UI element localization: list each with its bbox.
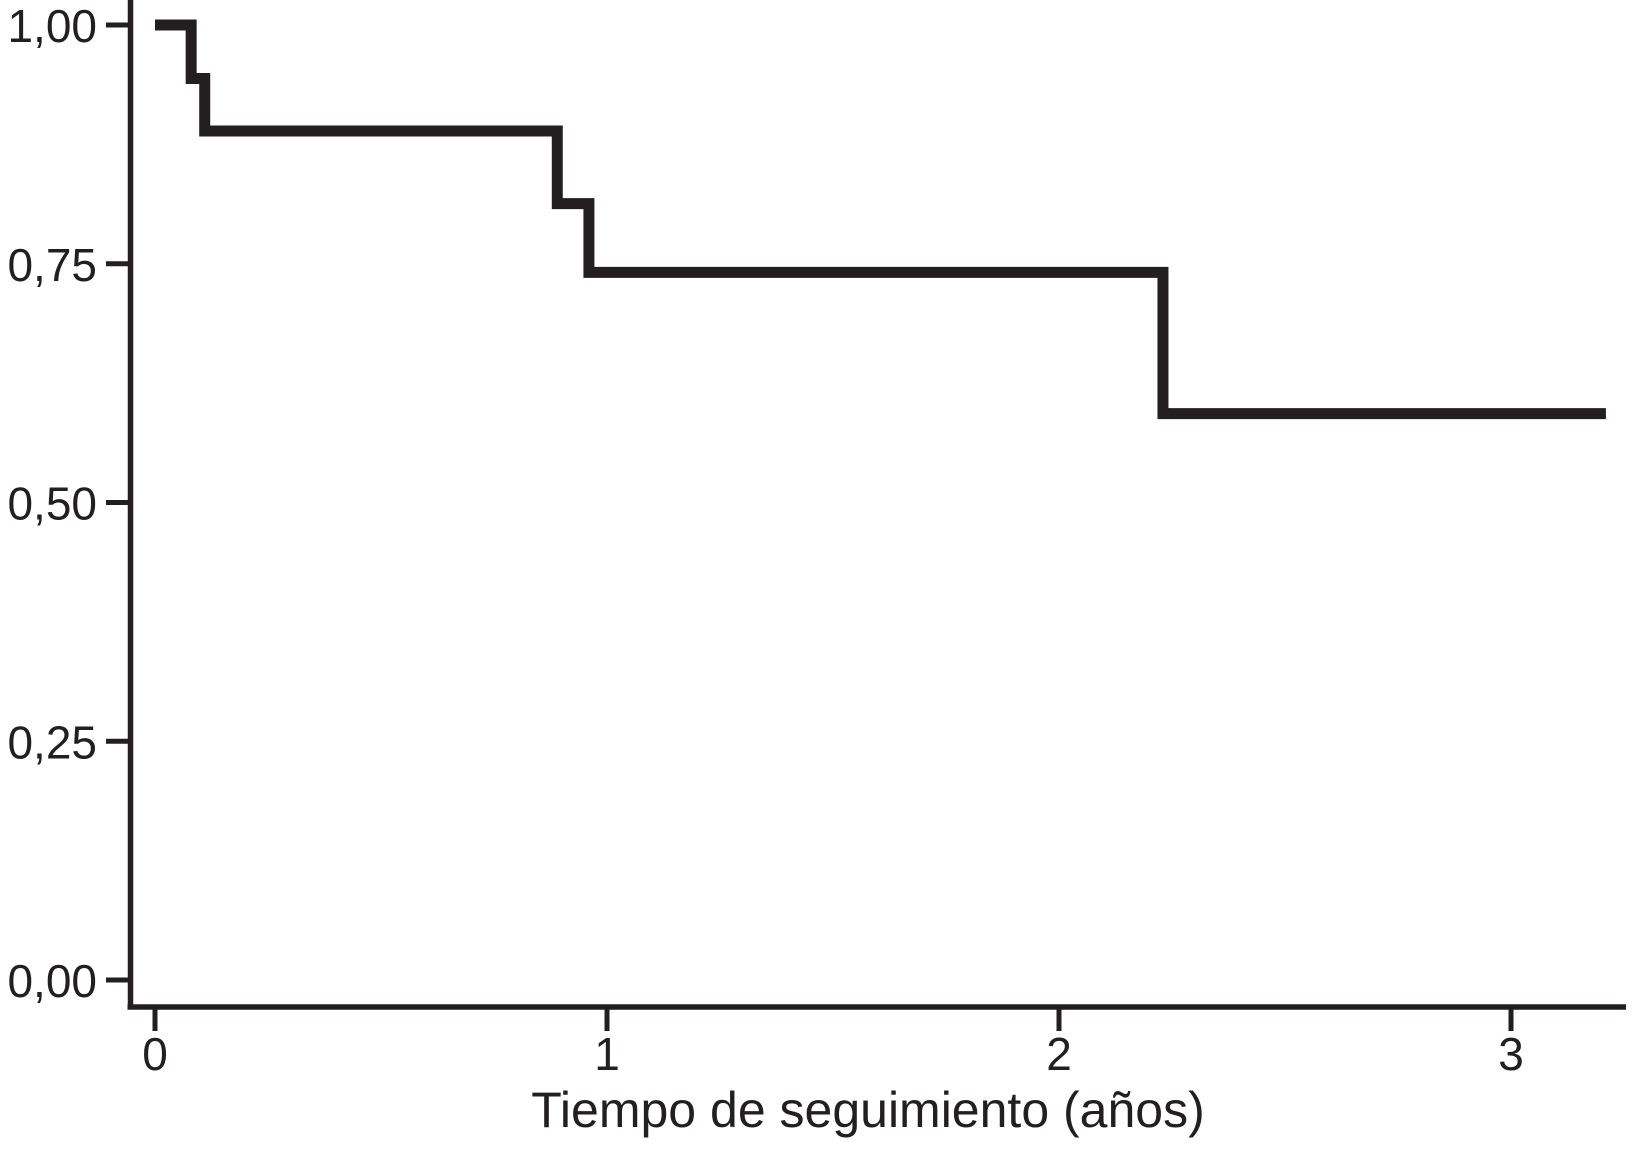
x-axis-title: Tiempo de seguimiento (años)	[531, 1082, 1205, 1138]
tick-marks	[106, 22, 1514, 1031]
x-tick-label: 0	[142, 1028, 168, 1080]
x-tick-label: 1	[594, 1028, 620, 1080]
tick-labels: 1,00 0,75 0,50 0,25 0,00 0 1 2 3	[7, 0, 1523, 1080]
axes	[127, 0, 1626, 1010]
y-tick-label: 0,25	[7, 716, 97, 768]
y-tick-label: 0,00	[7, 955, 97, 1007]
x-tick-label: 2	[1046, 1028, 1072, 1080]
x-tick-label: 3	[1498, 1028, 1524, 1080]
y-tick-label: 0,75	[7, 239, 97, 291]
survival-curve	[155, 19, 1606, 420]
y-tick-label: 0,50	[7, 478, 97, 530]
y-tick-label: 1,00	[7, 0, 97, 52]
